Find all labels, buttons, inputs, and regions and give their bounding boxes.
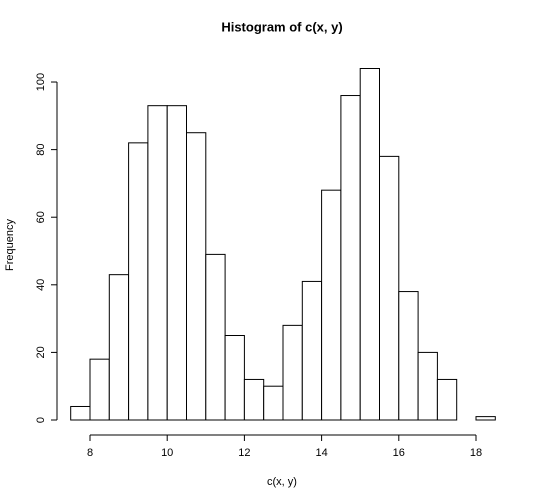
- bar: [436, 378, 458, 421]
- y-tick-label: 20: [35, 346, 47, 358]
- bar: [166, 105, 187, 421]
- bar: [108, 274, 130, 421]
- x-axis-label: c(x, y): [267, 476, 297, 488]
- bar: [282, 324, 303, 421]
- x-tick-label: 14: [315, 447, 327, 459]
- bar: [321, 189, 342, 421]
- bar: [128, 142, 149, 421]
- bar: [147, 105, 168, 421]
- bar: [301, 280, 323, 421]
- chart-title: Histogram of c(x, y): [221, 19, 342, 34]
- bar: [70, 405, 91, 421]
- bar: [359, 68, 381, 421]
- bar: [186, 132, 207, 421]
- bar: [243, 378, 265, 421]
- x-tick-label: 8: [87, 447, 93, 459]
- bar: [224, 335, 245, 421]
- bar: [398, 291, 419, 421]
- x-tick-label: 12: [238, 447, 250, 459]
- y-axis-label: Frequency: [4, 219, 16, 271]
- bar: [379, 155, 400, 421]
- bar: [89, 358, 110, 421]
- x-tick-label: 16: [393, 447, 405, 459]
- bar: [475, 416, 496, 421]
- y-tick-label: 80: [35, 143, 47, 155]
- x-tick-label: 10: [161, 447, 173, 459]
- bar: [340, 95, 361, 421]
- y-tick-label: 100: [35, 73, 47, 91]
- y-tick-label: 40: [35, 279, 47, 291]
- y-tick-label: 0: [35, 417, 47, 423]
- x-tick-label: 18: [470, 447, 482, 459]
- y-tick-label: 60: [35, 211, 47, 223]
- bar: [205, 253, 226, 421]
- bar: [263, 385, 284, 421]
- bar: [417, 351, 438, 421]
